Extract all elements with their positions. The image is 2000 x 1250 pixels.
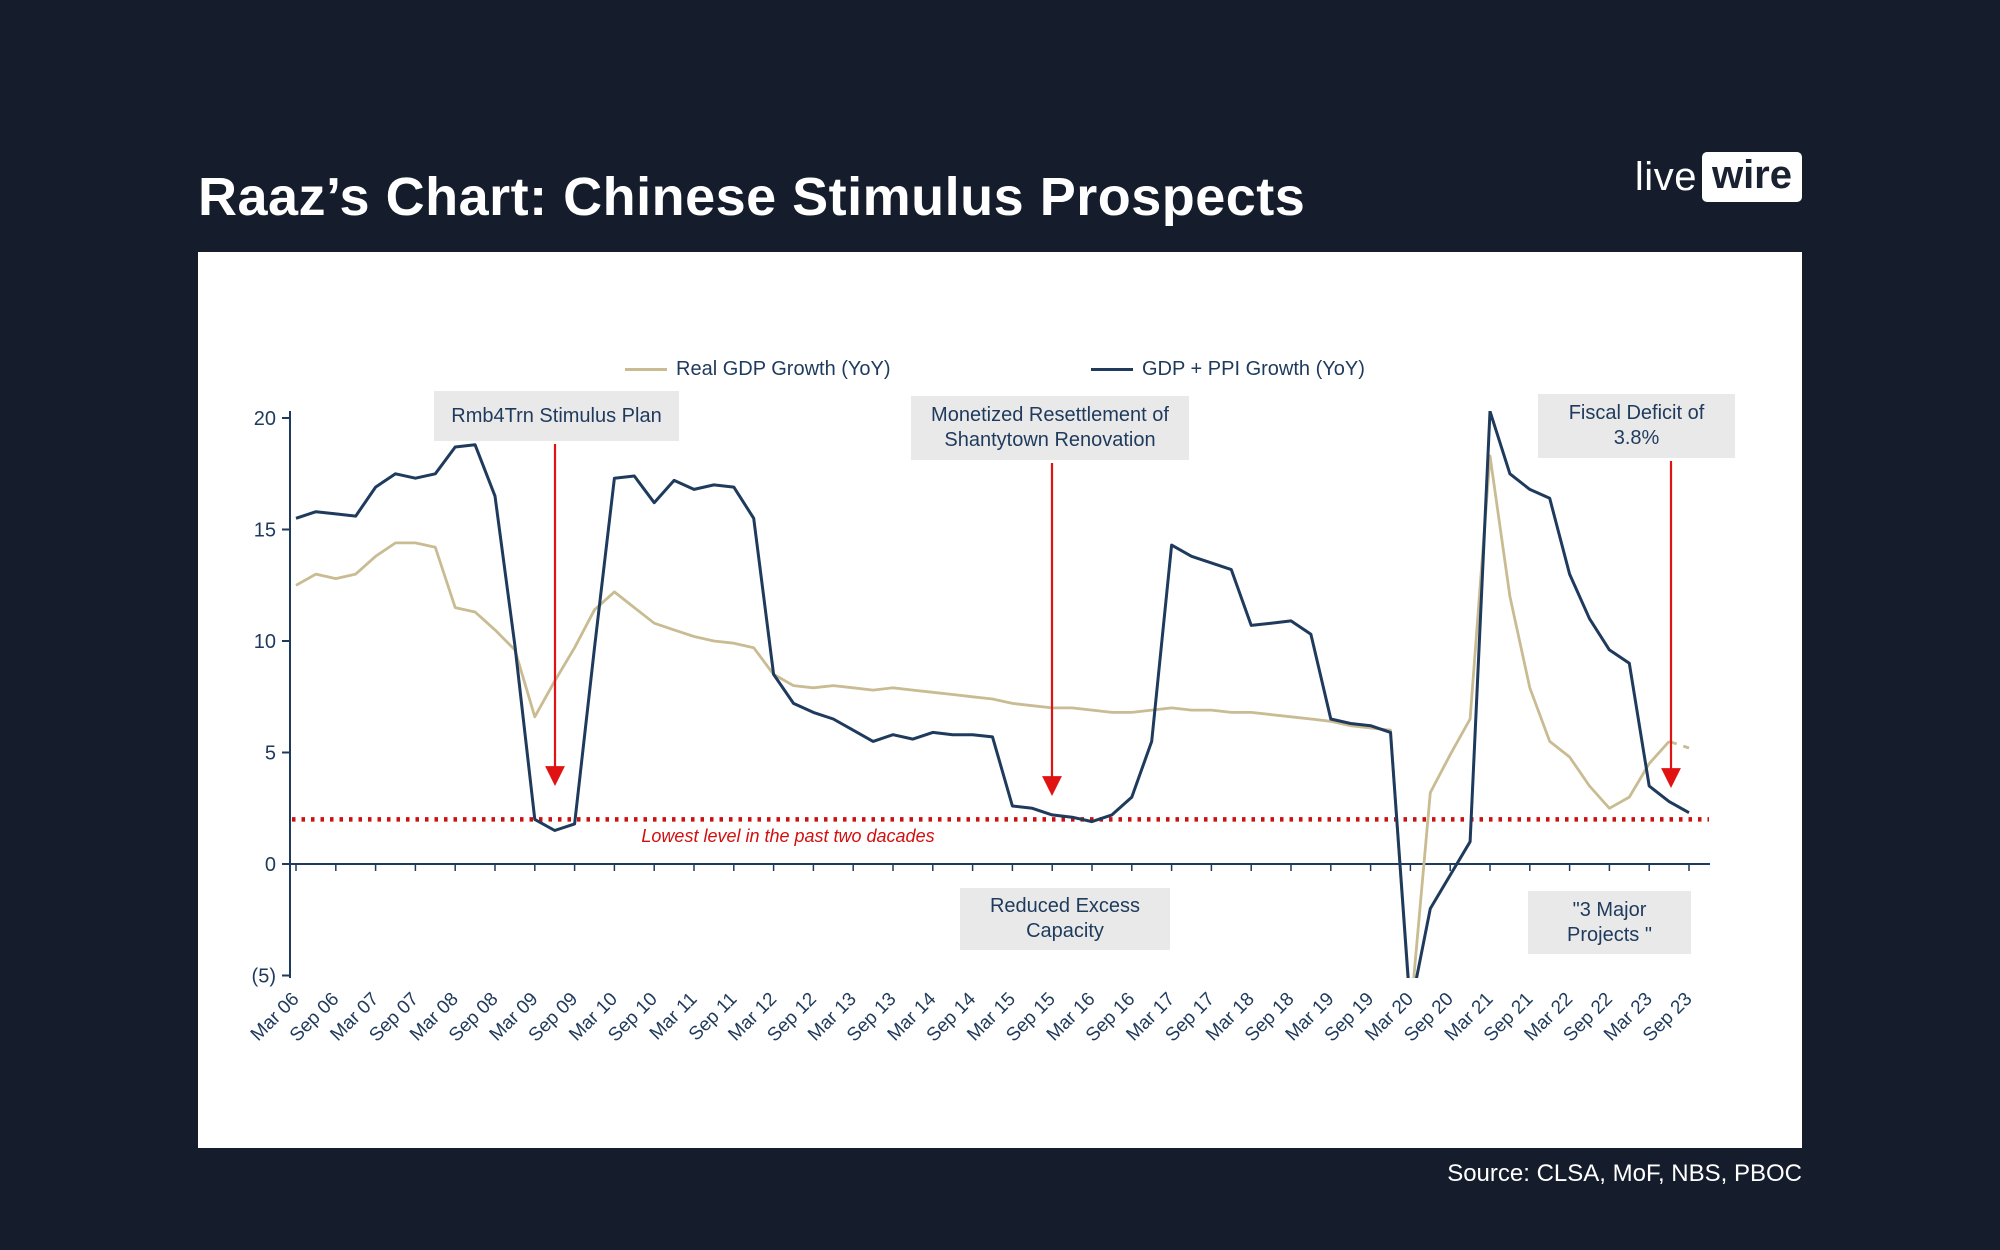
annotation-monetized-resettlement: Monetized Resettlement of Shantytown Ren… xyxy=(911,396,1189,460)
svg-text:10: 10 xyxy=(254,631,276,653)
annotation-rmb4trn-stimulus: Rmb4Trn Stimulus Plan xyxy=(434,391,679,441)
logo-text-live: live xyxy=(1634,154,1697,199)
svg-text:20: 20 xyxy=(254,408,276,430)
svg-text:(5): (5) xyxy=(252,966,276,988)
legend-label-gdp-ppi: GDP + PPI Growth (YoY) xyxy=(1142,358,1365,380)
reference-line-label: Lowest level in the past two dacades xyxy=(641,826,935,846)
page-title: Raaz’s Chart: Chinese Stimulus Prospects xyxy=(198,167,1306,228)
logo-text-wire: wire xyxy=(1701,152,1802,202)
legend-swatch-gdp-ppi-icon xyxy=(1091,368,1133,371)
livewire-logo: live wire xyxy=(1635,152,1802,202)
svg-text:5: 5 xyxy=(265,743,276,765)
legend-label-real-gdp: Real GDP Growth (YoY) xyxy=(676,358,891,380)
legend-item-real-gdp: Real GDP Growth (YoY) xyxy=(625,358,891,381)
annotation-three-major-projects: "3 Major Projects " xyxy=(1528,891,1691,954)
legend-swatch-real-gdp-icon xyxy=(625,368,667,371)
legend-item-gdp-ppi: GDP + PPI Growth (YoY) xyxy=(1091,358,1365,381)
annotation-fiscal-deficit: Fiscal Deficit of 3.8% xyxy=(1538,394,1735,458)
svg-text:15: 15 xyxy=(254,520,276,542)
chart-panel: 20 15 10 5 0 (5) Mar 06 Sep 06 Mar 07 Sep 07 Mar 0… xyxy=(198,252,1802,1148)
annotation-reduced-excess-capacity: Reduced Excess Capacity xyxy=(960,888,1170,950)
source-caption: Source: CLSA, MoF, NBS, PBOC xyxy=(1447,1160,1802,1187)
svg-text:0: 0 xyxy=(265,854,276,876)
